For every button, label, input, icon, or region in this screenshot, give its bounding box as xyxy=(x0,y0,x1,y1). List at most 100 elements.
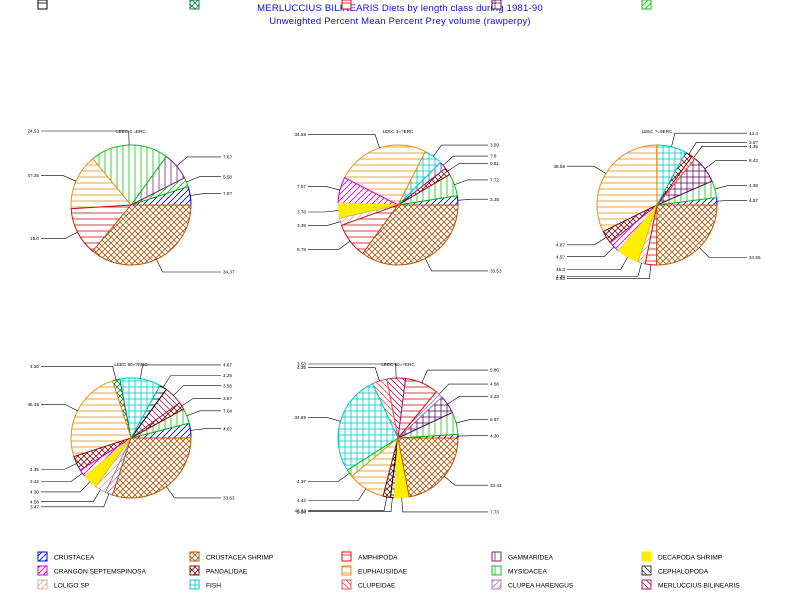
leader-line xyxy=(433,144,488,157)
slice-label: 4.58 xyxy=(30,499,39,504)
slice-label: 4.30 xyxy=(30,490,39,495)
legend-item-fish: FISH xyxy=(189,579,221,590)
leader-line xyxy=(41,489,101,503)
legend-swatch xyxy=(641,551,652,562)
slice-label: 33.53 xyxy=(490,269,502,274)
legend-item-merluccius-bilinearis: MERLUCCIUS BILINEARIS xyxy=(641,579,740,590)
pie-slice-euphausiidae xyxy=(343,144,426,206)
slice-label: 45.3 xyxy=(556,267,565,272)
leader-line xyxy=(444,475,488,486)
slice-label: 3.35 xyxy=(297,223,306,228)
legend-item-peprilus-triacanthus: PEPRILUS TRIACANTHUS xyxy=(341,0,440,10)
leader-line xyxy=(186,410,221,417)
slice-label: 7.6? xyxy=(223,155,232,160)
leader-line xyxy=(457,198,488,201)
leader-line xyxy=(140,364,221,379)
leader-line xyxy=(181,397,221,407)
legend-item-ammodytes-sp: AMMODYTES SP xyxy=(37,0,108,10)
leader-line xyxy=(186,176,221,183)
leader-line xyxy=(190,428,221,431)
legend-label: MERLUCCIUS BILINEARIS xyxy=(658,583,740,590)
slice-label: 7.57 xyxy=(297,184,306,189)
leader-line xyxy=(671,132,747,147)
legend-label: PEPRILUS TRIACANTHUS xyxy=(358,0,440,2)
leader-line xyxy=(567,246,615,258)
leader-line xyxy=(704,160,747,170)
slice-label: 0.81 xyxy=(490,161,499,166)
leader-line xyxy=(438,383,488,395)
pie-1: LEEC 0 =ERC 7.6? 5.58 7.6? 24.53 4?.35 15.0 34.… xyxy=(28,129,235,275)
leader-line xyxy=(716,200,747,202)
leader-line xyxy=(308,496,388,512)
leader-line xyxy=(41,130,130,146)
legend-item-all-other-prey: ALL OTHER PREY xyxy=(641,0,715,10)
legend-item-loligo-sp: LOLIGO SP xyxy=(37,579,90,590)
slice-label: 3.35 xyxy=(490,197,499,202)
legend-item-scombridae: SCOMBRIDAE xyxy=(189,0,251,10)
legend-label: CRUSTACEA SHRIMP xyxy=(206,555,274,562)
legend-label: EUPHAUSIIDAE xyxy=(358,569,408,576)
leader-line xyxy=(308,363,397,379)
legend-item-crustacea-shrimp: CRUSTACEA SHRIMP xyxy=(189,551,274,562)
leader-line xyxy=(567,257,628,270)
legend-swatch xyxy=(37,551,48,562)
legend-label: FISH xyxy=(206,583,221,590)
pie-title: LEEC 3=?ERC xyxy=(383,129,414,134)
pie-title: LEEC 60=?ERC xyxy=(381,362,415,367)
pie-2: LEEC 3=?ERC 3.35 7.72 0.81 ?.8 3.59 34.56 7.57 3… xyxy=(295,129,502,274)
slice-label: 4.30 xyxy=(490,433,499,438)
legend-swatch xyxy=(189,0,200,10)
legend-swatch xyxy=(189,551,200,562)
slice-label: 7.72 xyxy=(490,178,499,183)
slice-label: 4.35 xyxy=(556,274,565,279)
leader-line xyxy=(41,473,83,482)
slice-label: ?.8 xyxy=(490,154,497,159)
legend-swatch xyxy=(491,565,502,576)
legend-swatch xyxy=(491,551,502,562)
legend-item-gammaridea: GAMMARIDEA xyxy=(491,551,554,562)
legend-swatch xyxy=(491,0,502,10)
legend-swatch xyxy=(341,0,352,10)
leader-line xyxy=(442,155,488,166)
pie-4: LEEC 60=?ERC 4.8? 7.04 3.8? 3.58 3.25 4.67 4.30… xyxy=(28,362,235,509)
slice-label: 45.35 xyxy=(28,402,40,407)
slice-label: 4?.35 xyxy=(28,173,40,178)
slice-label: 4.58 xyxy=(490,382,499,387)
legend-swatch xyxy=(189,579,200,590)
legend-item-euphausiidae: EUPHAUSIIDAE xyxy=(341,565,408,576)
legend-item-crangon-septemspinosa: CRANGON SEPTEMSPINOSA xyxy=(37,565,147,576)
leader-line xyxy=(308,488,367,501)
legend-item-clupea-harengus: CLUPEA HARENGUS xyxy=(491,579,574,590)
legend-swatch xyxy=(341,551,352,562)
legend-swatch xyxy=(491,579,502,590)
leader-line xyxy=(190,193,221,196)
slice-label: 33.43 xyxy=(490,483,502,488)
slice-label: 3.58 xyxy=(223,383,232,388)
pie-slice-crustacea-shrimp xyxy=(656,204,718,266)
slice-label: 3.8? xyxy=(749,140,758,145)
leader-line xyxy=(308,186,340,191)
pie-slice-euphausiidae xyxy=(70,380,132,458)
leader-line xyxy=(567,262,642,277)
slice-label: 4.37 xyxy=(297,479,306,484)
leader-line xyxy=(456,419,488,424)
leader-line xyxy=(567,237,607,246)
legend-swatch xyxy=(37,579,48,590)
leader-line xyxy=(308,134,380,148)
legend-label: PANDALIDAE xyxy=(206,569,248,576)
legend-label: AMPHIPODA xyxy=(358,555,398,562)
leader-line xyxy=(156,259,221,273)
slice-label: 4.35 xyxy=(30,467,39,472)
pie-slice-euphausiidae xyxy=(70,158,133,210)
pie-title: LEEC 60=?ERC xyxy=(114,362,148,367)
legend-label: MYSIDACEA xyxy=(508,569,547,576)
slice-label: 4.8? xyxy=(223,426,232,431)
pie-5: LEEC 60=?ERC 4.30 5.87 3.23 4.58 5.86 3.534.35… xyxy=(295,362,502,515)
legend-label: SCOMBRIDAE xyxy=(206,0,251,2)
slice-label: 15.0 xyxy=(30,236,39,241)
legend-item-clupeidae: CLUPEIDAE xyxy=(341,579,396,590)
legend-swatch xyxy=(189,565,200,576)
legend-swatch xyxy=(341,579,352,590)
legend-item-animal-remains: ANIMAL REMAINS xyxy=(491,0,565,10)
slice-label: 4.67 xyxy=(223,363,232,368)
